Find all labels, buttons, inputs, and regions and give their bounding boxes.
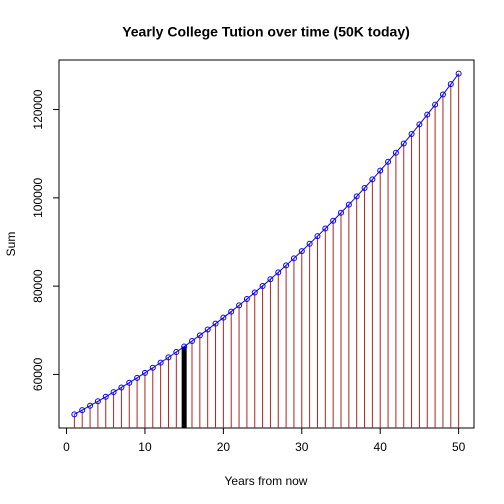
point [330,217,337,224]
point [251,289,258,296]
point [455,70,462,77]
point [236,302,243,309]
point [447,81,454,88]
y-axis-label: Sum [4,232,18,257]
x-tick-label: 0 [63,440,70,454]
point [189,338,196,345]
point [181,343,188,350]
x-tick-label: 20 [217,440,231,454]
point [424,111,431,118]
point [165,354,172,361]
point [353,193,360,200]
point [283,262,290,269]
point [220,314,227,321]
point [196,332,203,339]
x-tick-label: 10 [138,440,152,454]
point [126,379,133,386]
point [400,140,407,147]
x-tick-label: 30 [295,440,309,454]
point [134,374,141,381]
point [102,393,109,400]
series-line [74,73,460,415]
point [439,91,446,98]
point [298,248,305,255]
point [314,233,321,240]
point [149,364,156,371]
point [110,389,117,396]
y-tick-label: 60000 [31,357,45,391]
point [345,201,352,208]
y-tick-label: 120000 [31,89,45,129]
point [361,184,368,191]
plot-frame [58,59,475,429]
y-tick-label: 100000 [31,178,45,218]
point [243,295,250,302]
point [267,276,274,283]
point [212,320,219,327]
point [290,255,297,262]
point [87,402,94,409]
point [157,359,164,366]
point [94,398,101,405]
point [79,407,86,414]
point [416,121,423,128]
point [322,225,329,232]
point [385,158,392,165]
x-tick-label: 50 [452,440,466,454]
point [392,149,399,156]
x-tick-label: 40 [374,440,388,454]
point [228,308,235,315]
point [408,131,415,138]
point [173,349,180,356]
point [432,101,439,108]
point [377,167,384,174]
x-axis-label: Years from now [225,474,308,488]
point [259,282,266,289]
point [118,384,125,391]
y-tick-label: 80000 [31,269,45,303]
point [337,209,344,216]
point [369,176,376,183]
point [204,326,211,333]
chart-title: Yearly College Tution over time (50K tod… [122,24,410,40]
point [275,269,282,276]
point [306,240,313,247]
point [71,411,78,418]
point [141,369,148,376]
